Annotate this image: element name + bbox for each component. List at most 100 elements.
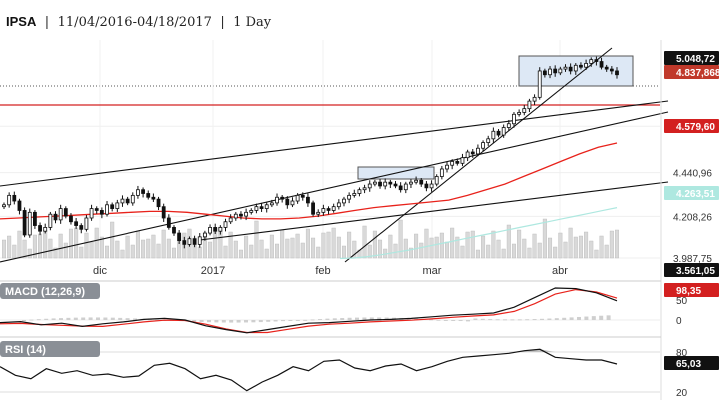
candle-body [27, 211, 32, 236]
volume-bar [372, 230, 377, 259]
volume-bar [347, 231, 352, 259]
candle-body [393, 183, 398, 187]
candle-body [115, 202, 120, 209]
volume-bar [120, 249, 125, 259]
volume-bar [331, 227, 336, 259]
candle-body [563, 66, 568, 70]
volume-bar [48, 238, 53, 259]
volume-bar [424, 228, 429, 259]
candle-body [38, 225, 42, 232]
rsi-value-tag: 65,03 [664, 356, 719, 370]
candle-body [537, 70, 542, 98]
candle-body [223, 221, 228, 228]
candle-body [542, 70, 547, 76]
candle-body [378, 181, 382, 187]
candle-body [604, 66, 609, 70]
candle-body [486, 138, 491, 143]
candle [609, 66, 614, 75]
volume-bar [228, 231, 233, 259]
volume-bars [2, 218, 620, 259]
volume-bar [584, 231, 589, 259]
volume-bar [615, 229, 620, 259]
volume-bar [32, 234, 37, 259]
candle-body [445, 164, 449, 170]
candle [388, 179, 393, 189]
upper-channel-line [0, 100, 669, 187]
candle-body [609, 68, 614, 72]
price-tag-bg [664, 263, 719, 277]
price-tag-bg [664, 65, 719, 79]
volume-bar [259, 239, 264, 259]
macd-histogram-bar [458, 320, 463, 322]
candle-body [481, 142, 485, 149]
candle [584, 59, 588, 71]
volume-bar [475, 249, 480, 259]
macd-label-bg [0, 283, 100, 299]
time-axis-label: mar [423, 265, 442, 277]
volume-bar [403, 238, 408, 259]
candle [48, 211, 53, 231]
candle-body [465, 151, 470, 159]
candle-body [419, 179, 424, 185]
candle-body [161, 206, 166, 219]
candle-body [249, 210, 254, 213]
candle-body [213, 227, 218, 232]
macd-histogram-bar [554, 318, 559, 320]
candle-body [172, 227, 176, 234]
candle [269, 199, 274, 208]
candle-body [558, 68, 563, 74]
price-tag-bg [664, 119, 719, 133]
volume-bar [17, 230, 22, 259]
candle [33, 210, 37, 229]
macd-histogram-bar [547, 318, 552, 320]
candle [542, 68, 547, 78]
candle [414, 176, 419, 185]
macd-histogram-bar [22, 320, 26, 321]
candle-body [316, 211, 321, 215]
volume-bar [532, 233, 537, 259]
candle [89, 204, 94, 221]
candle [517, 109, 522, 117]
volume-bar [171, 247, 176, 259]
candle [553, 65, 558, 77]
candle [22, 207, 27, 238]
rsi-tick-label: 20 [676, 388, 688, 399]
candle-body [306, 196, 310, 204]
candle [27, 208, 32, 238]
volume-bar [501, 248, 506, 259]
candle [403, 181, 408, 194]
candle-body [367, 183, 372, 189]
candle [182, 236, 187, 249]
candle [316, 209, 321, 218]
candle-body [177, 232, 182, 242]
macd-histogram-bar [347, 317, 352, 320]
candle-body [589, 59, 594, 64]
candle-body [357, 189, 362, 194]
macd-histogram-bar [44, 318, 49, 320]
candle-body [311, 202, 315, 215]
candle-body [130, 194, 135, 204]
candle [74, 217, 79, 229]
price-tag-label: 4.837,868 [676, 68, 719, 79]
macd-histogram-bar [125, 318, 130, 320]
candle [537, 67, 542, 100]
candle [378, 179, 382, 189]
macd-histogram-bar [569, 317, 574, 320]
candle [264, 202, 269, 213]
macd-histogram-bar [36, 319, 41, 321]
volume-bar [197, 246, 202, 259]
macd-histogram-bar [273, 320, 278, 322]
macd-histogram-bar [480, 318, 485, 320]
candle-body [269, 202, 274, 206]
volume-bar [2, 239, 6, 259]
volume-bar [537, 242, 542, 259]
candle [429, 180, 434, 192]
macd-histogram-bar [591, 316, 596, 320]
volume-bar [408, 247, 413, 259]
volume-bar [604, 244, 609, 259]
volume-bar [146, 238, 151, 259]
volume-bar [367, 244, 372, 259]
candle [563, 64, 568, 72]
candle-body [89, 208, 94, 219]
rsi-label-bg [0, 341, 100, 357]
